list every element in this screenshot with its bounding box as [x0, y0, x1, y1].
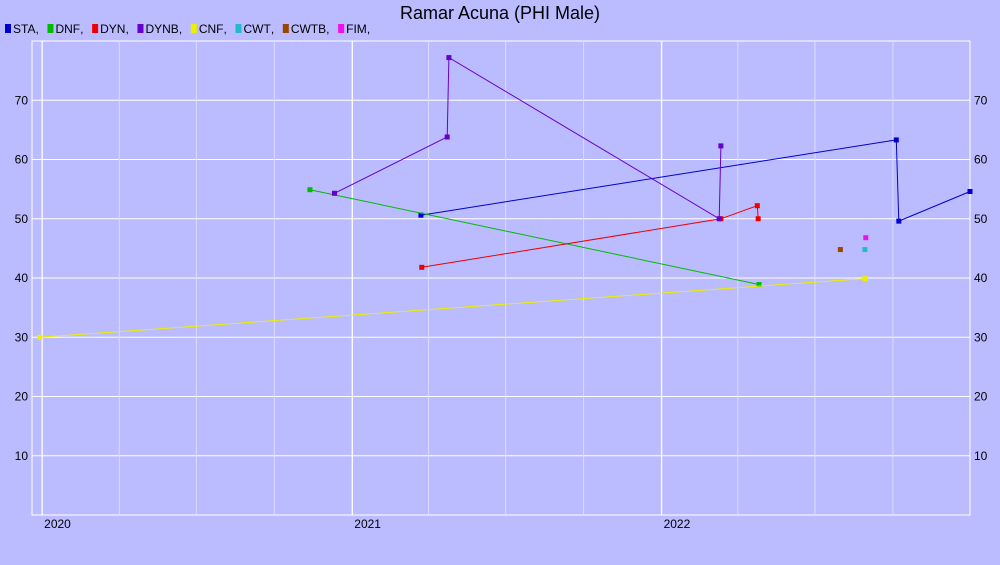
- series-line-dyn: [421, 205, 759, 268]
- legend-swatch-cnf: [190, 24, 197, 33]
- x-tick-label: 2021: [354, 517, 381, 531]
- legend-swatch-dyn: [92, 24, 99, 33]
- legend-label-dyn: DYN: [100, 22, 125, 36]
- data-point-fim: [863, 235, 869, 241]
- legend-separator: ,: [179, 22, 182, 36]
- y-tick-label-right: 30: [974, 330, 988, 344]
- x-tick-label: 2022: [664, 517, 691, 531]
- data-point-sta: [893, 137, 899, 143]
- legend-swatch-cwt: [235, 24, 242, 33]
- series-line-dnf: [309, 189, 760, 285]
- data-point-cnf: [37, 334, 43, 340]
- legend-label-sta: STA: [13, 22, 35, 36]
- data-point-sta: [967, 188, 973, 194]
- series-dynb: [331, 55, 724, 222]
- y-tick-label-left: 10: [15, 449, 29, 463]
- data-point-dyn: [754, 203, 760, 209]
- y-tick-label-right: 60: [974, 153, 988, 167]
- y-tick-label-left: 50: [15, 212, 29, 226]
- legend-swatch-dnf: [47, 24, 54, 33]
- legend-separator: ,: [125, 22, 128, 36]
- series-fim: [863, 235, 869, 241]
- data-point-cwt: [862, 247, 868, 253]
- data-point-dyn: [419, 264, 425, 270]
- data-point-dynb: [331, 190, 337, 196]
- series-line-cnf: [39, 278, 865, 338]
- series-cnf: [37, 276, 868, 340]
- chart-title: Ramar Acuna (PHI Male): [400, 3, 600, 23]
- y-tick-label-right: 40: [974, 271, 988, 285]
- legend-label-fim: FIM: [346, 22, 367, 36]
- legend-label-cnf: CNF: [199, 22, 224, 36]
- data-point-dynb: [716, 216, 722, 222]
- legend-separator: ,: [223, 22, 226, 36]
- y-axis-left: 10 20 30 40 50 60 70: [15, 93, 29, 463]
- data-point-dnf: [307, 187, 313, 193]
- y-tick-label-left: 60: [15, 153, 29, 167]
- legend-separator: ,: [326, 22, 329, 36]
- data-point-cnf: [862, 276, 868, 282]
- legend-separator: ,: [271, 22, 274, 36]
- legend-separator: ,: [367, 22, 370, 36]
- legend-separator: ,: [80, 22, 83, 36]
- y-tick-label-left: 30: [15, 330, 29, 344]
- series-line-sta: [420, 139, 971, 222]
- data-point-dynb: [446, 55, 452, 61]
- data-point-sta: [896, 218, 902, 224]
- data-point-dynb: [444, 134, 450, 140]
- y-tick-label-right: 70: [974, 93, 988, 107]
- series-line-dynb: [334, 56, 722, 220]
- y-tick-label-left: 70: [15, 93, 29, 107]
- series-cwtb: [837, 247, 843, 253]
- y-tick-label-left: 40: [15, 271, 29, 285]
- data-point-dyn: [755, 216, 761, 222]
- series-sta: [418, 137, 973, 224]
- y-tick-label-left: 20: [15, 390, 29, 404]
- data-point-dynb: [718, 143, 724, 149]
- y-tick-label-right: 20: [974, 390, 988, 404]
- x-tick-label: 2020: [44, 517, 71, 531]
- legend: STA, DNF, DYN, DYNB, CNF, CWT, CWTB, FIM,: [5, 22, 370, 36]
- legend-separator: ,: [35, 22, 38, 36]
- legend-swatch-sta: [5, 24, 11, 33]
- data-point-sta: [418, 212, 424, 218]
- y-tick-label-right: 50: [974, 212, 988, 226]
- legend-label-cwt: CWT: [243, 22, 271, 36]
- series-cwt: [862, 247, 868, 253]
- y-tick-label-right: 10: [974, 449, 988, 463]
- data-point-dnf: [756, 282, 762, 288]
- legend-label-dnf: DNF: [55, 22, 80, 36]
- legend-label-cwtb: CWTB: [291, 22, 326, 36]
- series-layer: [37, 55, 973, 340]
- legend-swatch-cwtb: [282, 24, 289, 33]
- x-axis: 2020 2021 2022: [44, 517, 690, 531]
- grid: [32, 41, 970, 515]
- y-axis-right: 10 20 30 40 50 60 70: [974, 93, 988, 463]
- legend-swatch-fim: [338, 24, 345, 33]
- legend-swatch-dynb: [137, 24, 144, 33]
- series-dnf: [307, 187, 762, 288]
- data-point-cwtb: [837, 247, 843, 253]
- legend-label-dynb: DYNB: [145, 22, 178, 36]
